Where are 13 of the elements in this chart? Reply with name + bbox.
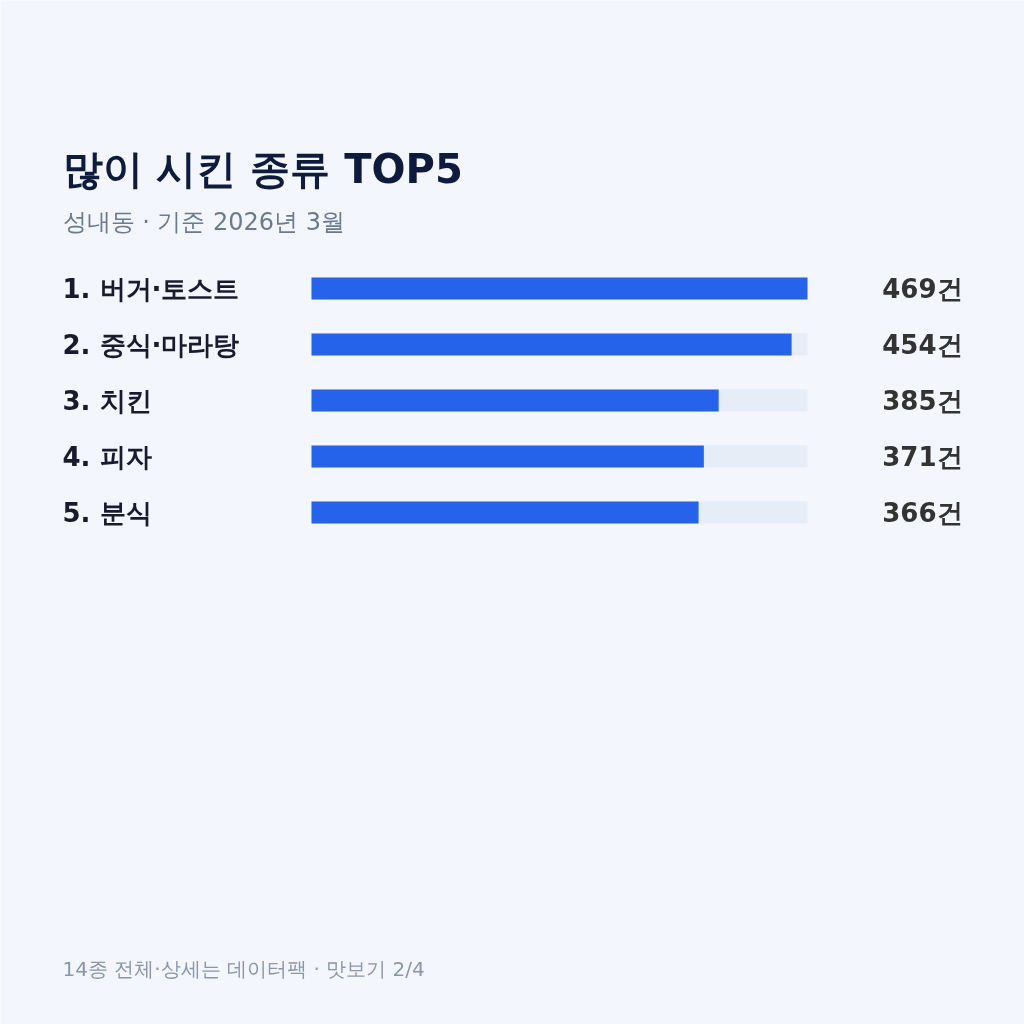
data-label: 371건 bbox=[882, 441, 963, 472]
y-tick-label: 3. 치킨 bbox=[62, 385, 152, 416]
y-tick-label: 4. 피자 bbox=[62, 441, 152, 472]
y-tick-label: 1. 버거·토스트 bbox=[62, 273, 240, 304]
chart-title: 많이 시킨 종류 TOP5 bbox=[62, 145, 463, 192]
data-label: 469건 bbox=[882, 273, 963, 304]
chart-subtitle: 성내동 · 기준 2026년 3월 bbox=[62, 207, 345, 236]
data-label: 366건 bbox=[882, 497, 963, 528]
y-tick-label: 5. 분식 bbox=[62, 497, 152, 528]
data-label: 385건 bbox=[882, 385, 963, 416]
text: 14종 전체·상세는 데이터팩 · 맛보기 2/4 bbox=[62, 956, 425, 981]
y-tick-label: 2. 중식·마라탕 bbox=[62, 329, 240, 360]
data-label: 454건 bbox=[882, 329, 963, 360]
